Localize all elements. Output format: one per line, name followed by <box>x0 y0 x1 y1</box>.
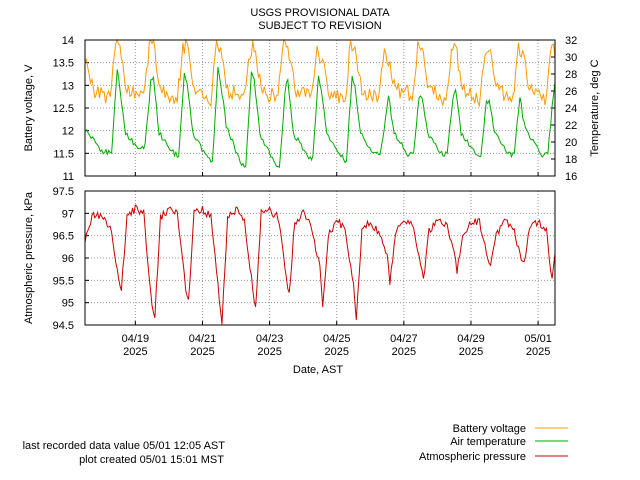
top-y2-tick-label: 24 <box>565 103 577 115</box>
x-tick-label: 04/21 <box>189 333 217 345</box>
top-y-tick-label: 13 <box>62 80 74 92</box>
x-tick-label: 04/19 <box>122 333 150 345</box>
footer-last-value: last recorded data value 05/01 12:05 AST <box>23 440 226 452</box>
header-line1: USGS PROVISIONAL DATA <box>250 7 390 19</box>
x-tick-label: 04/23 <box>256 333 284 345</box>
x-axis-label: Date, AST <box>293 364 343 376</box>
legend-label-pressure: Atmospheric pressure <box>419 451 526 463</box>
top-y-tick-label: 12.5 <box>53 103 74 115</box>
bottom-y-tick-label: 96.5 <box>53 231 74 243</box>
series-line-air-temperature <box>84 66 556 169</box>
top-y-tick-label: 13.5 <box>53 58 74 70</box>
x-tick-year-label: 2025 <box>190 346 214 358</box>
x-tick-year-label: 2025 <box>526 346 550 358</box>
x-tick-year-label: 2025 <box>459 346 483 358</box>
x-tick-label: 04/25 <box>323 333 351 345</box>
top-y-tick-label: 12 <box>62 126 74 138</box>
bottom-panel-frame <box>84 190 556 326</box>
series-line-battery-voltage <box>84 38 556 108</box>
x-tick-label: 04/29 <box>457 333 485 345</box>
x-tick-year-label: 2025 <box>123 346 147 358</box>
top-y2-tick-label: 18 <box>565 154 577 166</box>
bottom-y-tick-label: 97 <box>62 208 74 220</box>
top-y-tick-label: 14 <box>62 35 74 47</box>
legend-label-temperature: Air temperature <box>450 436 526 448</box>
x-tick-label: 04/27 <box>390 333 418 345</box>
legend: Battery voltage Air temperature Atmosphe… <box>419 423 568 463</box>
top-y2-tick-label: 16 <box>565 171 577 183</box>
top-y2-tick-label: 26 <box>565 86 577 98</box>
top-y2-tick-label: 32 <box>565 35 577 47</box>
bottom-y-tick-label: 97.5 <box>53 186 74 198</box>
bottom-panel: 94.59595.59696.59797.504/19202504/212025… <box>53 186 556 358</box>
legend-label-battery: Battery voltage <box>453 423 526 435</box>
x-tick-label: 05/01 <box>524 333 552 345</box>
top-y-axis-label: Battery voltage, V <box>23 64 35 151</box>
footer-plot-created: plot created 05/01 15:01 MST <box>79 454 224 466</box>
top-y-tick-label: 11 <box>63 171 74 183</box>
top-y-tick-label: 11.5 <box>53 148 74 160</box>
x-tick-year-label: 2025 <box>257 346 281 358</box>
bottom-y-tick-label: 95 <box>62 298 74 310</box>
x-tick-year-label: 2025 <box>392 346 416 358</box>
header-line2: SUBJECT TO REVISION <box>258 20 382 32</box>
bottom-y-tick-label: 94.5 <box>53 320 74 332</box>
bottom-y-tick-label: 95.5 <box>53 275 74 287</box>
bottom-y-tick-label: 96 <box>62 253 74 265</box>
top-panel: 11 11.5 12 12.5 13 13.5 14 16 18 20 22 24 26 28 30 32 <box>53 35 578 183</box>
top-y2-axis-label: Temperature, deg C <box>589 59 601 156</box>
series-line-atmospheric-pressure <box>84 204 556 325</box>
x-tick-year-label: 2025 <box>324 346 348 358</box>
top-panel-frame <box>84 39 556 177</box>
top-y2-tick-label: 22 <box>565 120 577 132</box>
bottom-y-axis-label: Atmospheric pressure, kPa <box>23 191 35 324</box>
top-y2-tick-label: 28 <box>565 69 577 81</box>
top-y2-tick-label: 20 <box>565 137 577 149</box>
top-y2-tick-label: 30 <box>565 52 577 64</box>
